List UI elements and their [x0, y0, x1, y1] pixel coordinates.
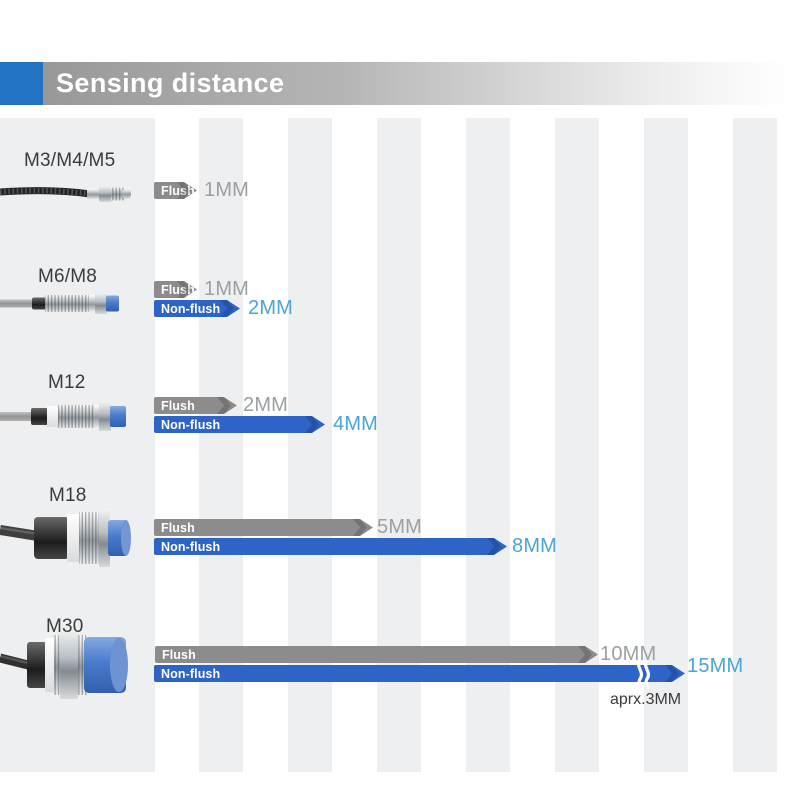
- nonflush-bar-label: Non-flush: [161, 666, 221, 681]
- arrowhead-chevron-icon: [353, 519, 367, 536]
- nonflush-bar-m12: Non-flush: [154, 416, 325, 433]
- background-stripe: [555, 118, 599, 772]
- background-stripe: [288, 118, 332, 772]
- sensor-image-m6-m8: [0, 293, 119, 314]
- sensor-image-m18: [0, 509, 131, 567]
- value-label-m6-m8-nonflush: 2MM: [248, 297, 294, 319]
- value-label-m3-m4-m5-flush: 1MM: [204, 179, 250, 201]
- sensor-image-m30: [0, 630, 128, 699]
- row-label-m18: M18: [49, 485, 87, 506]
- value-label-m6-m8-flush: 1MM: [204, 278, 250, 300]
- page-title: Sensing distance: [56, 68, 285, 98]
- arrowhead-chevron-icon: [487, 538, 501, 555]
- nonflush-bar-m18: Non-flush: [154, 538, 507, 555]
- nonflush-bar-label: Non-flush: [161, 417, 221, 432]
- sensor-image-m12: [0, 402, 126, 431]
- row-label-m3-m4-m5: M3/M4/M5: [24, 150, 116, 171]
- value-label-m18-nonflush: 8MM: [512, 535, 558, 557]
- approx-annotation: aprx.3MM: [610, 691, 682, 708]
- header-bar: Sensing distance: [43, 62, 790, 105]
- arrowhead-chevron-icon: [665, 665, 679, 682]
- arrowhead-chevron-icon: [177, 281, 191, 298]
- background-stripe: [466, 118, 510, 772]
- sensor-image-m3-m4-m5: [0, 186, 131, 202]
- flush-bar-label: Flush: [162, 647, 196, 662]
- flush-bar-m18: Flush: [154, 519, 373, 536]
- nonflush-bar-m30: Non-flush: [154, 665, 685, 682]
- flush-bar-label: Flush: [161, 183, 195, 198]
- arrowhead-chevron-icon: [220, 300, 234, 317]
- arrowhead-chevron-icon: [578, 646, 592, 663]
- flush-bar-m12: Flush: [154, 397, 237, 414]
- value-label-m12-nonflush: 4MM: [333, 413, 379, 435]
- flush-bar-label: Flush: [161, 282, 195, 297]
- flush-bar-m30: Flush: [155, 646, 598, 663]
- arrowhead-chevron-icon: [217, 397, 231, 414]
- row-label-m12: M12: [48, 372, 86, 393]
- background-stripe: [377, 118, 421, 772]
- background-stripe: [644, 118, 688, 772]
- row-label-m30: M30: [46, 616, 84, 637]
- background-stripe: [199, 118, 243, 772]
- nonflush-bar-label: Non-flush: [161, 539, 221, 554]
- background-stripe: [733, 118, 777, 772]
- value-label-m12-flush: 2MM: [243, 394, 289, 416]
- arrowhead-chevron-icon: [177, 182, 191, 199]
- flush-bar-m6-m8: Flush: [154, 281, 197, 298]
- flush-bar-label: Flush: [161, 398, 195, 413]
- value-label-m18-flush: 5MM: [377, 516, 423, 538]
- header-accent-square: [0, 62, 43, 105]
- flush-bar-label: Flush: [161, 520, 195, 535]
- value-label-m30-flush: 10MM: [600, 643, 657, 665]
- value-label-m30-nonflush: 15MM: [687, 655, 744, 677]
- nonflush-bar-label: Non-flush: [161, 301, 221, 316]
- flush-bar-m3-m4-m5: Flush: [154, 182, 197, 199]
- nonflush-bar-m6-m8: Non-flush: [154, 300, 240, 317]
- row-label-m6-m8: M6/M8: [38, 266, 98, 287]
- arrowhead-chevron-icon: [305, 416, 319, 433]
